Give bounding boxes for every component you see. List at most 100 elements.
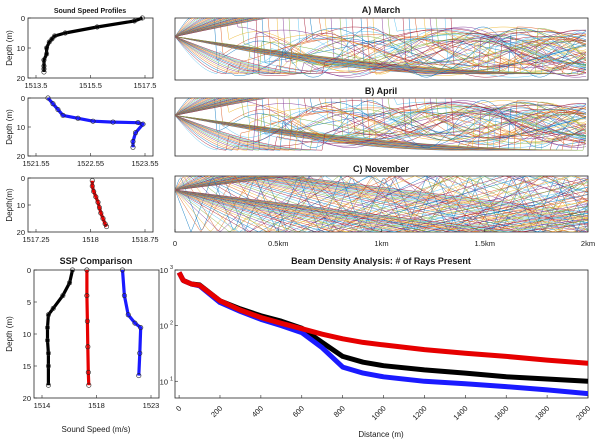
ray-line bbox=[175, 113, 586, 151]
beam-density-ytick-exponent: 2 bbox=[170, 321, 173, 327]
ray-line bbox=[175, 189, 588, 232]
ray-line bbox=[175, 109, 587, 151]
ray-line bbox=[175, 101, 587, 151]
ssp_march-point bbox=[41, 69, 47, 75]
ray-line bbox=[175, 107, 587, 151]
ray-line bbox=[175, 18, 587, 70]
ssp_comparison-xtick-label: 1518 bbox=[88, 401, 105, 410]
ssp_march-point bbox=[139, 15, 145, 21]
ssp_comparison-xtick-label: 1523 bbox=[143, 401, 160, 410]
ray-line bbox=[175, 34, 587, 75]
ray-line bbox=[175, 36, 587, 75]
ray-line bbox=[175, 26, 587, 78]
ray-line bbox=[175, 34, 587, 75]
ray-line bbox=[175, 18, 587, 73]
ssp_march-point bbox=[62, 30, 68, 36]
ssp_april-point bbox=[135, 120, 141, 126]
ray-line bbox=[175, 176, 588, 232]
ray-trace-march bbox=[175, 18, 587, 78]
ray-line bbox=[175, 36, 587, 75]
ray-line bbox=[175, 18, 587, 75]
ray-line bbox=[175, 111, 587, 151]
ray-line bbox=[175, 189, 588, 232]
ssp_november-xtick-label: 1517.25 bbox=[22, 235, 49, 244]
ray-line bbox=[175, 176, 588, 232]
ray-line bbox=[175, 98, 587, 145]
ray-line bbox=[175, 98, 587, 136]
ray-line bbox=[175, 176, 588, 221]
ray-line bbox=[175, 29, 586, 75]
ssp_november-point bbox=[96, 205, 102, 211]
ssp_april-point bbox=[140, 121, 146, 127]
ray-line bbox=[175, 113, 587, 151]
ray-line bbox=[175, 18, 587, 65]
ssp_comparison-ytick-label: 20 bbox=[23, 394, 31, 403]
ssp_april-ytick-label: 10 bbox=[17, 123, 25, 132]
ray-line bbox=[175, 98, 587, 135]
ssp_april-ytick-label: 0 bbox=[21, 94, 25, 103]
ssp_april-ytick-label: 20 bbox=[17, 152, 25, 161]
ssp_comparison-point bbox=[69, 267, 75, 273]
ssp_april-point bbox=[55, 107, 61, 113]
november-title: C) November bbox=[353, 164, 410, 174]
beam-density-ytick-exponent: 3 bbox=[170, 265, 173, 271]
ray-line bbox=[175, 31, 587, 75]
ray-line bbox=[175, 18, 587, 69]
ray-line bbox=[175, 189, 588, 232]
ray-line bbox=[175, 186, 588, 232]
beam-density-ytick-label: 10 bbox=[160, 377, 168, 386]
ray-line bbox=[175, 189, 588, 232]
ray-line bbox=[175, 36, 587, 75]
ray-line bbox=[175, 115, 587, 151]
ssp_comparison-point bbox=[85, 369, 91, 375]
ray-line bbox=[175, 176, 588, 232]
beam-density-xtick-label: 1400 bbox=[451, 404, 469, 422]
ssp_november-point bbox=[89, 178, 95, 184]
ssp_comparison-point bbox=[45, 363, 51, 369]
ray-line bbox=[175, 98, 587, 135]
ray-line bbox=[175, 111, 587, 151]
ray-line bbox=[175, 189, 588, 232]
ray-line bbox=[175, 18, 587, 75]
ray-xtick-label: 1km bbox=[374, 239, 388, 248]
ssp_april-point bbox=[75, 115, 81, 121]
ray-line bbox=[175, 18, 587, 61]
ray-line bbox=[175, 189, 588, 232]
ray-line bbox=[175, 115, 587, 151]
ssp_april-point bbox=[45, 95, 51, 101]
ray-line bbox=[175, 189, 588, 232]
ray-line bbox=[175, 176, 588, 232]
ssp_april-xtick-label: 1523.55 bbox=[131, 159, 158, 168]
ray-line bbox=[175, 176, 588, 232]
ssp_comparison-point bbox=[85, 344, 91, 350]
ray-line bbox=[175, 176, 588, 232]
ray-line bbox=[175, 98, 586, 141]
comparison-ylabel: Depth (m) bbox=[5, 316, 14, 352]
ssp_november-ytick-label: 10 bbox=[17, 201, 25, 210]
ssp_comparison-point bbox=[86, 382, 92, 388]
ssp_comparison-point bbox=[45, 312, 51, 318]
ray-line bbox=[175, 176, 588, 232]
ssp_november-point bbox=[102, 221, 108, 227]
ray-line bbox=[175, 176, 588, 232]
ssp_april-point bbox=[130, 144, 136, 150]
ssp_comparison-ytick-label: 15 bbox=[23, 362, 31, 371]
ray-line bbox=[175, 18, 586, 70]
ray-xtick-label: 2km bbox=[581, 239, 595, 248]
ray-line bbox=[175, 36, 587, 75]
ssp_comparison-point bbox=[67, 280, 73, 286]
ray-line bbox=[175, 18, 587, 67]
ray-line bbox=[175, 176, 588, 232]
ray-line bbox=[175, 100, 587, 151]
beam-density-xtick-label: 1800 bbox=[533, 404, 551, 422]
comparison-xlabel: Sound Speed (m/s) bbox=[62, 425, 131, 434]
ssp_april-point bbox=[133, 130, 139, 136]
ssp_april-point bbox=[60, 112, 66, 118]
ray-trace-april bbox=[175, 98, 587, 151]
ssp_march-xtick-label: 1515.5 bbox=[79, 81, 102, 90]
ray-line bbox=[175, 32, 587, 75]
ray-line bbox=[175, 107, 587, 151]
ssp_november-series-0 bbox=[90, 180, 108, 228]
ssp_march-point bbox=[46, 39, 52, 45]
beam-density-xtick-label: 2000 bbox=[574, 404, 592, 422]
